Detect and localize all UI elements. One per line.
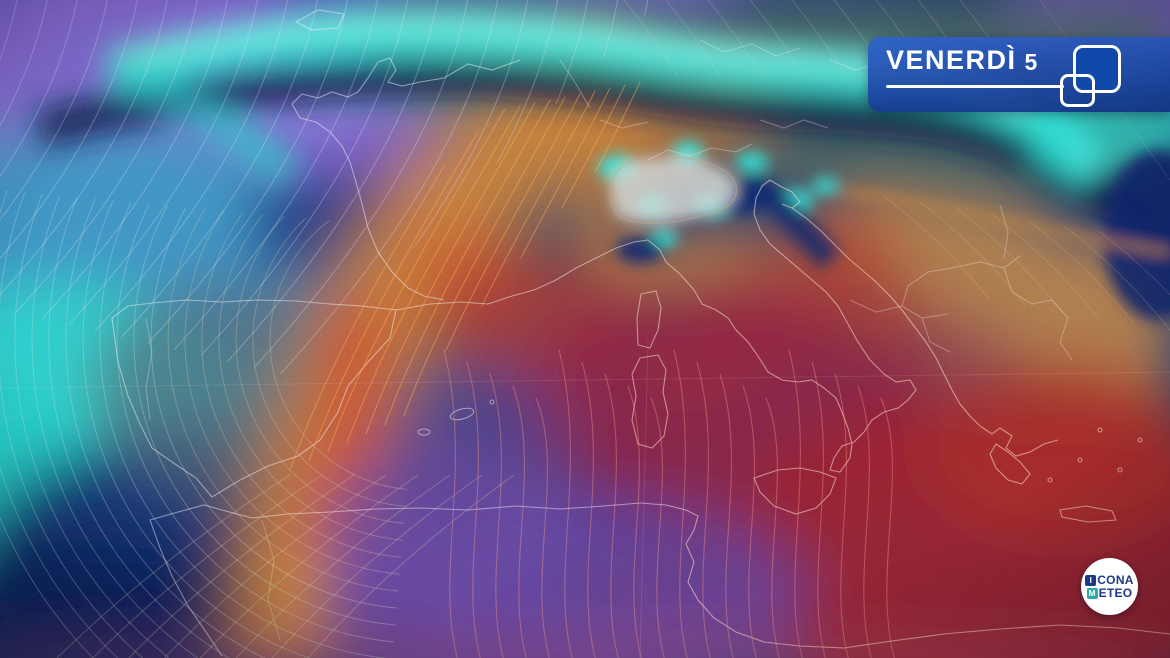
overlapping-squares-icon — [1073, 45, 1121, 93]
logo-text-cona: CONA — [1097, 572, 1134, 587]
day-number: 5 — [1024, 49, 1038, 75]
logo-i-block-icon: I — [1085, 574, 1097, 586]
logo-line-2: M ETEO — [1086, 585, 1133, 600]
logo-text-eteo: ETEO — [1098, 585, 1133, 600]
icona-meteo-logo: I CONA M ETEO — [1081, 558, 1138, 615]
day-name: VENERDÌ — [886, 45, 1017, 75]
badge-underline — [886, 85, 1064, 88]
logo-line-1: I CONA — [1085, 572, 1134, 587]
overlapping-squares-icon-small — [1060, 74, 1095, 107]
day-badge: VENERDÌ 5 — [868, 37, 1170, 112]
logo-m-block-icon: M — [1086, 587, 1098, 599]
day-label: VENERDÌ 5 — [886, 45, 1037, 76]
